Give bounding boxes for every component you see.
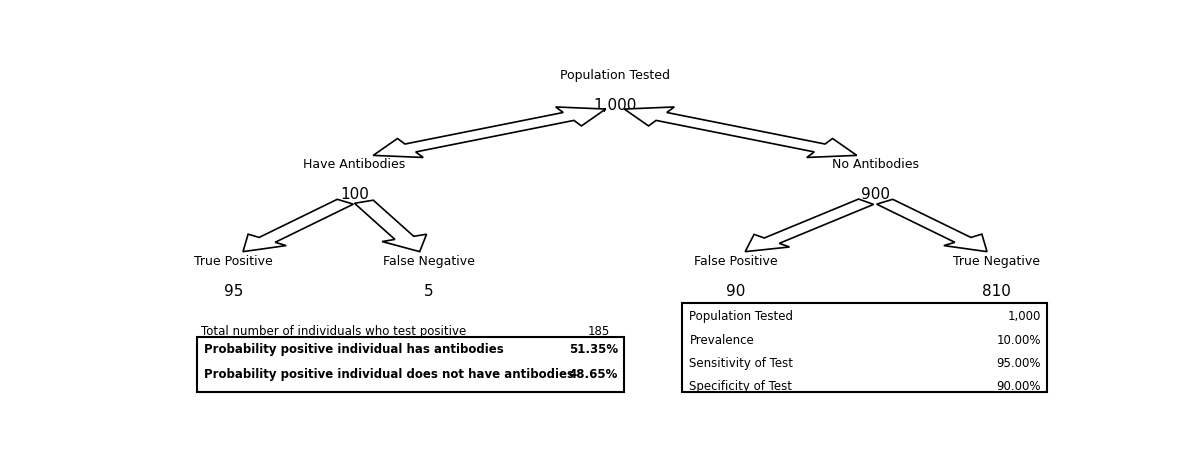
Polygon shape — [624, 107, 857, 157]
Text: 51.35%: 51.35% — [569, 343, 618, 356]
Text: 100: 100 — [340, 188, 370, 202]
Polygon shape — [877, 199, 986, 252]
Text: 95.00%: 95.00% — [996, 357, 1040, 370]
Polygon shape — [373, 107, 606, 157]
Text: 90: 90 — [726, 284, 745, 299]
Text: Population Tested: Population Tested — [560, 69, 670, 82]
Polygon shape — [242, 199, 353, 252]
Text: Population Tested: Population Tested — [689, 311, 793, 324]
Text: 1,000: 1,000 — [1008, 311, 1040, 324]
FancyBboxPatch shape — [197, 337, 624, 393]
Text: 1,000: 1,000 — [593, 98, 637, 113]
Polygon shape — [354, 200, 426, 252]
Text: 900: 900 — [860, 188, 890, 202]
Text: 810: 810 — [982, 284, 1010, 299]
Text: 90.00%: 90.00% — [996, 380, 1040, 393]
Text: Prevalence: Prevalence — [689, 334, 754, 347]
Text: Total number of individuals who test positive: Total number of individuals who test pos… — [202, 325, 467, 338]
Text: 10.00%: 10.00% — [996, 334, 1040, 347]
Text: False Negative: False Negative — [383, 255, 475, 268]
Text: No Antibodies: No Antibodies — [832, 158, 919, 171]
Text: Specificity of Test: Specificity of Test — [689, 380, 792, 393]
Text: True Negative: True Negative — [953, 255, 1040, 268]
Text: True Positive: True Positive — [194, 255, 274, 268]
Text: Probability positive individual has antibodies: Probability positive individual has anti… — [204, 343, 504, 356]
Text: Sensitivity of Test: Sensitivity of Test — [689, 357, 793, 370]
Text: False Positive: False Positive — [694, 255, 778, 268]
Polygon shape — [745, 199, 874, 252]
Text: 95: 95 — [224, 284, 244, 299]
Text: Have Antibodies: Have Antibodies — [304, 158, 406, 171]
Text: 48.65%: 48.65% — [569, 368, 618, 381]
FancyBboxPatch shape — [682, 303, 1048, 393]
Text: 185: 185 — [588, 325, 611, 338]
Text: 5: 5 — [424, 284, 434, 299]
Text: Probability positive individual does not have antibodies: Probability positive individual does not… — [204, 368, 574, 381]
